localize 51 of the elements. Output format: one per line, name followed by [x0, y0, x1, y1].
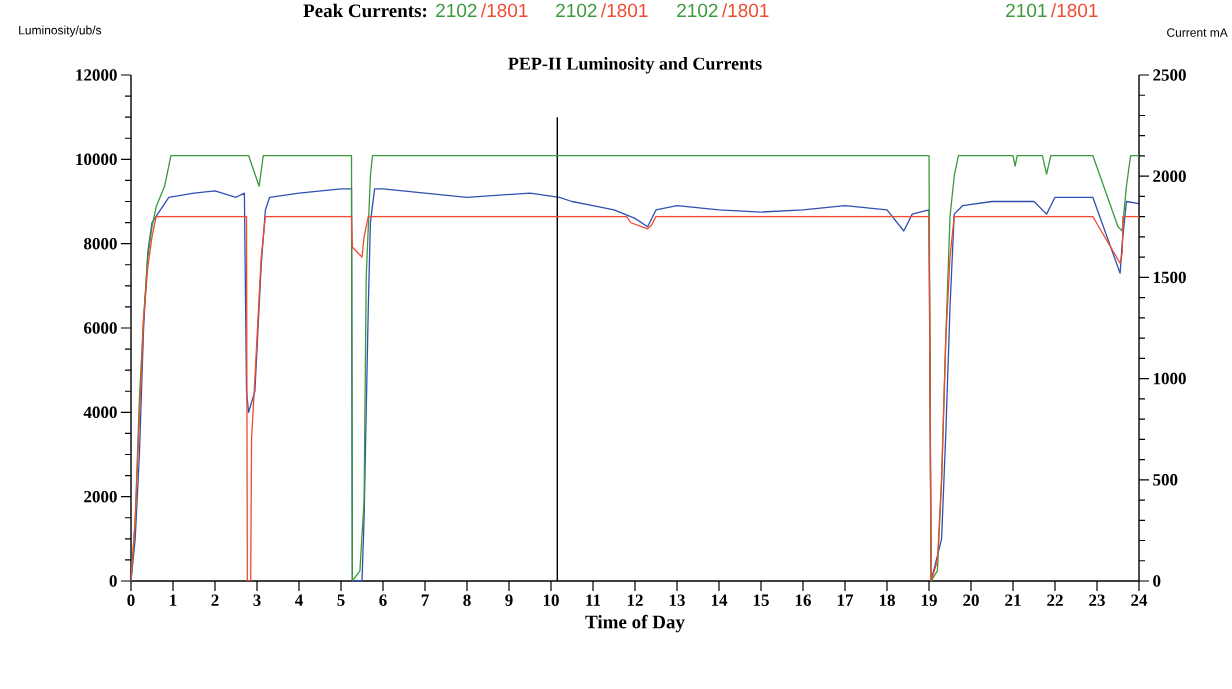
- x-tick-label: 11: [586, 594, 601, 606]
- x-tick-label: 21: [1005, 594, 1021, 606]
- x-tick-label: 23: [1089, 594, 1105, 606]
- x-tick-label: 7: [421, 594, 429, 606]
- y2-axis-title: Current mA: [1167, 28, 1228, 37]
- x-tick-label: 19: [921, 594, 937, 606]
- text: /1801: [1050, 3, 1098, 18]
- text: /1801: [600, 3, 648, 18]
- x-tick-label: 14: [711, 594, 728, 606]
- y-tick-label: 12000: [76, 69, 117, 81]
- x-tick-label: 4: [294, 594, 303, 606]
- x-tick-label: 3: [253, 594, 261, 606]
- x-tick-label: 1: [170, 594, 177, 606]
- x-tick-label: 20: [963, 594, 979, 607]
- x-tick-label: 22: [1047, 594, 1063, 606]
- x-tick-label: 6: [379, 594, 387, 606]
- text: Peak Currents:: [303, 3, 427, 18]
- x-tick-label: 16: [795, 594, 811, 606]
- text: 2101: [1006, 3, 1047, 18]
- x-axis-title: Time of Day: [585, 614, 685, 633]
- y2-tick-label: 500: [1153, 474, 1178, 486]
- x-tick-label: 15: [753, 594, 769, 606]
- y-tick-label: 8000: [84, 237, 117, 250]
- y2-tick-label: 1500: [1153, 271, 1186, 284]
- x-tick-label: 18: [879, 594, 895, 607]
- text: /1801: [721, 3, 769, 18]
- y-axis-title: Luminosity/ub/s: [19, 25, 102, 37]
- y-tick-label: 10000: [76, 153, 117, 166]
- x-tick-label: 2: [211, 594, 219, 606]
- text: 2102: [677, 3, 718, 18]
- x-tick-label: 8: [463, 594, 471, 607]
- text: 2102: [556, 3, 597, 18]
- text: 2102: [436, 3, 477, 18]
- y2-tick-label: 2000: [1153, 170, 1186, 182]
- x-tick-label: 5: [337, 594, 345, 606]
- x-tick-label: 0: [127, 594, 135, 607]
- x-tick-label: 17: [837, 594, 854, 606]
- chart-title: PEP-II Luminosity and Currents: [508, 57, 762, 74]
- y2-tick-label: 1000: [1153, 372, 1186, 385]
- y-tick-label: 6000: [84, 322, 117, 334]
- y-tick-label: 2000: [84, 490, 117, 503]
- x-tick-label: 24: [1131, 594, 1148, 606]
- text: /1801: [480, 3, 528, 18]
- x-tick-label: 9: [505, 594, 513, 606]
- y-tick-label: 4000: [83, 406, 117, 419]
- x-tick-label: 13: [669, 594, 685, 606]
- y2-tick-label: 0: [1153, 575, 1161, 587]
- x-tick-label: 12: [627, 594, 643, 606]
- y-tick-label: 0: [109, 575, 117, 587]
- x-tick-label: 10: [543, 594, 559, 607]
- y2-tick-label: 2500: [1153, 69, 1186, 81]
